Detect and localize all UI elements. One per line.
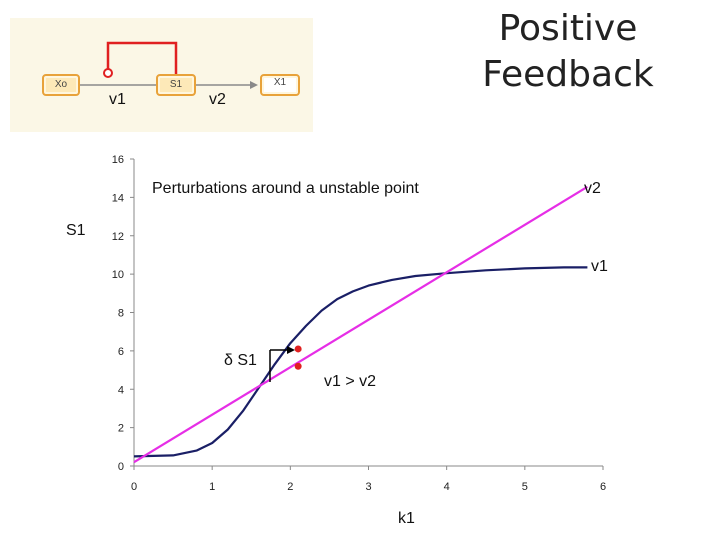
rate-label-v2: v2 xyxy=(209,91,226,108)
x-tick-label: 0 xyxy=(131,481,137,493)
slide-title: Positive Feedback xyxy=(482,8,654,95)
perturbation-label: δ S1 xyxy=(224,352,257,369)
y-tick-label: 0 xyxy=(118,461,124,473)
x-tick-label: 4 xyxy=(444,481,450,493)
rate-label-v1: v1 xyxy=(109,91,126,108)
legend-v1: v1 xyxy=(591,258,608,275)
feedback-line xyxy=(106,41,178,75)
y-tick-label: 16 xyxy=(112,154,124,166)
x-tick-label: 1 xyxy=(209,481,215,493)
node-s1: S1 xyxy=(156,74,196,96)
pathway-connectors xyxy=(80,41,258,89)
y-axis-label: S1 xyxy=(66,222,86,239)
pathway-diagram: Xo S1 X1 v1 v2 xyxy=(10,18,313,132)
x-tick-label: 6 xyxy=(600,481,606,493)
y-tick-label: 6 xyxy=(118,346,124,358)
y-tick-label: 14 xyxy=(112,192,124,204)
perturbation-arrowhead xyxy=(287,346,295,354)
node-x1: X1 xyxy=(260,74,300,96)
y-tick-label: 10 xyxy=(112,269,124,281)
legend-v2: v2 xyxy=(584,180,601,197)
comparison-label: v1 > v2 xyxy=(324,373,377,390)
x-tick-label: 3 xyxy=(365,481,371,493)
x-tick-label: 2 xyxy=(287,481,293,493)
plot-annotation-marks xyxy=(269,346,295,382)
plot-annotation-title: Perturbations around a unstable point xyxy=(152,180,419,197)
y-tick-label: 2 xyxy=(118,423,124,435)
y-tick-label: 8 xyxy=(118,308,124,320)
node-xo: Xo xyxy=(42,74,80,96)
arrowhead-v2 xyxy=(250,81,258,89)
x-tick-label: 5 xyxy=(522,481,528,493)
perturbation-point xyxy=(294,362,302,370)
feedback-activation-circle xyxy=(103,68,113,78)
series-line-v2 xyxy=(133,185,588,464)
y-tick-label: 12 xyxy=(112,231,124,243)
perturbation-point xyxy=(294,345,302,353)
plot-series xyxy=(133,185,588,464)
x-axis-label: k1 xyxy=(398,510,415,527)
y-tick-label: 4 xyxy=(118,384,124,396)
series-line-v1 xyxy=(133,266,588,458)
